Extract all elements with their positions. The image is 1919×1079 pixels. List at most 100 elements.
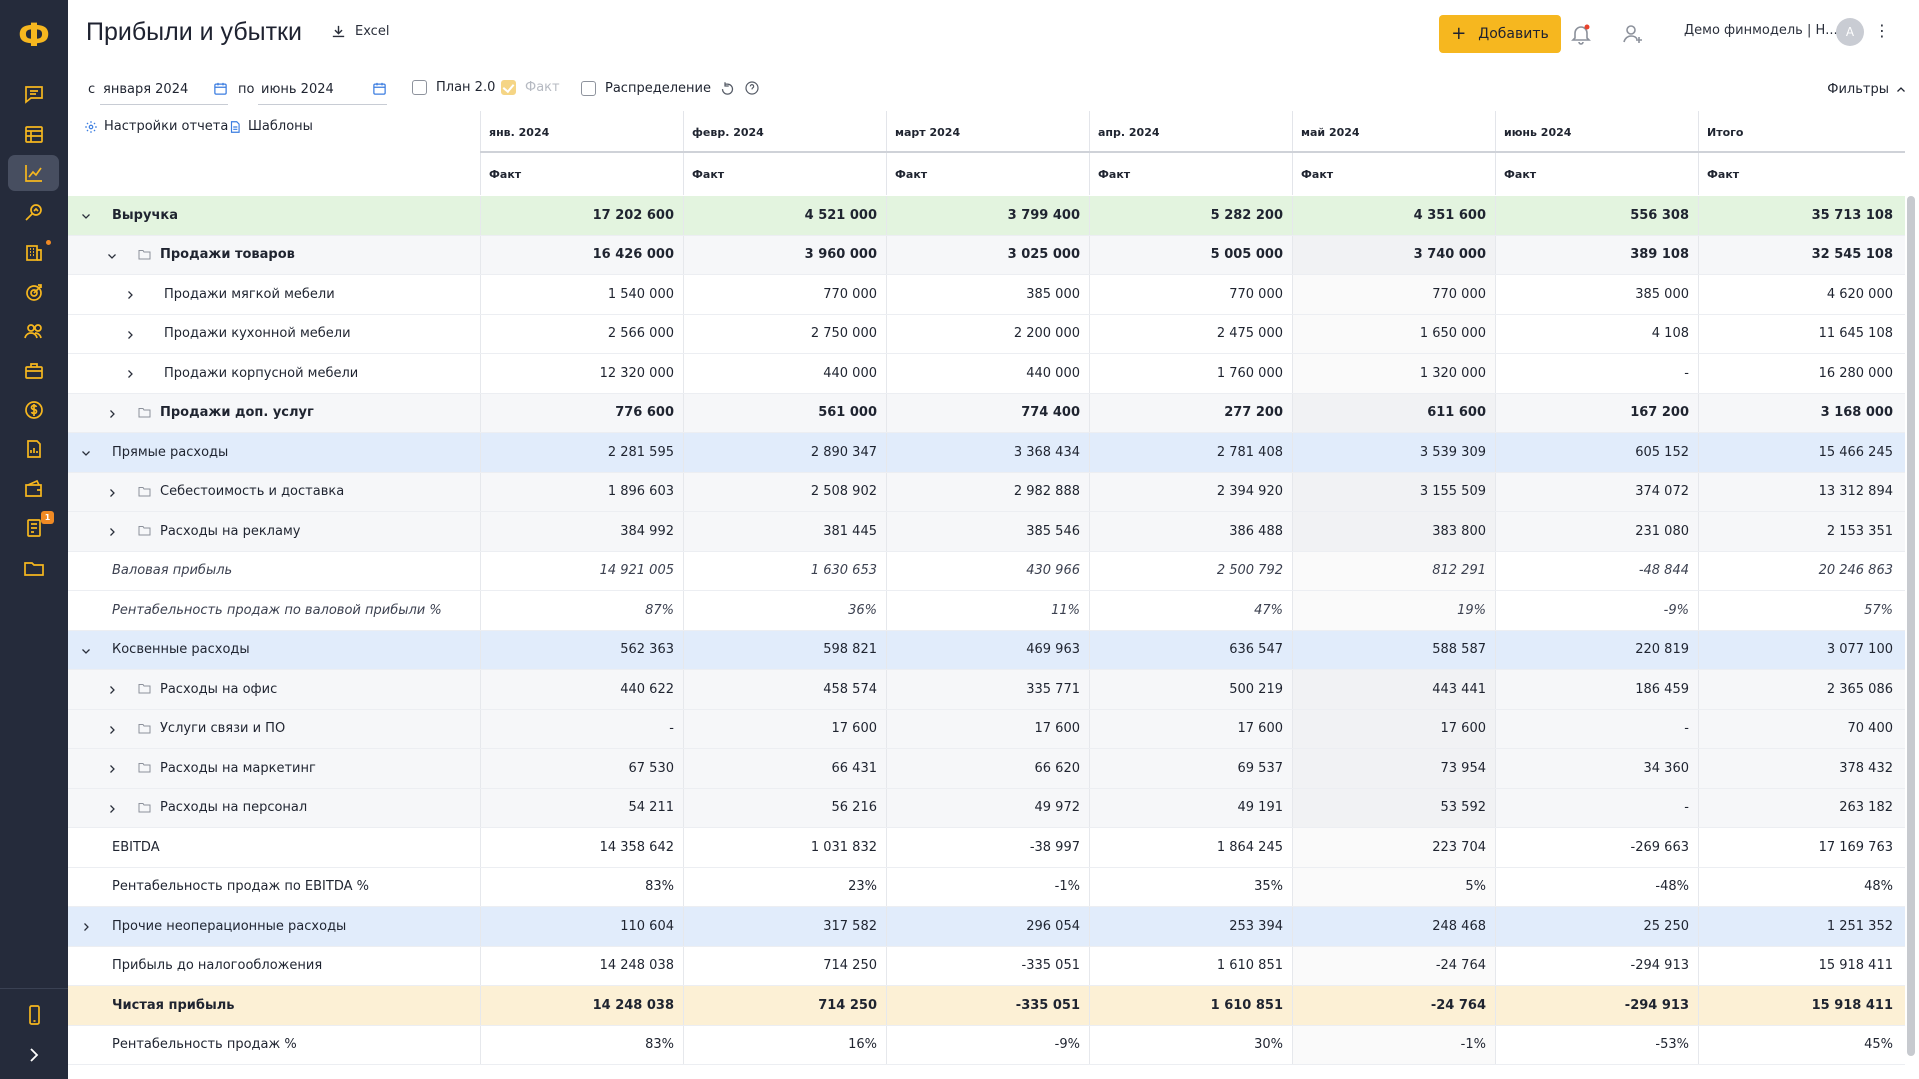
- value-cell[interactable]: 1 896 603: [480, 472, 683, 511]
- value-cell[interactable]: 3 740 000: [1292, 235, 1495, 274]
- sidebar-item-counterparties[interactable]: [8, 313, 59, 349]
- value-cell[interactable]: 1 610 851: [1089, 946, 1292, 985]
- value-cell[interactable]: -53%: [1495, 1025, 1698, 1064]
- value-cell[interactable]: 53 592: [1292, 788, 1495, 827]
- value-cell[interactable]: 3 077 100: [1698, 630, 1902, 669]
- table-row[interactable]: Расходы на рекламу 384 992 381 445 385 546 3…: [68, 512, 1905, 552]
- chevron-down-icon[interactable]: [106, 250, 118, 262]
- value-cell[interactable]: 66 431: [683, 749, 886, 788]
- value-cell[interactable]: 186 459: [1495, 670, 1698, 709]
- table-row[interactable]: Продажи мягкой мебели 1 540 000 770 000 385…: [68, 275, 1905, 315]
- value-cell[interactable]: 20 246 863: [1698, 551, 1902, 590]
- excel-export-button[interactable]: Excel: [330, 23, 389, 40]
- chevron-right-icon[interactable]: [106, 724, 118, 736]
- value-cell[interactable]: -24 764: [1292, 946, 1495, 985]
- value-cell[interactable]: -9%: [1495, 591, 1698, 630]
- value-cell[interactable]: 277 200: [1089, 393, 1292, 432]
- value-cell[interactable]: 231 080: [1495, 512, 1698, 551]
- value-cell[interactable]: 2 153 351: [1698, 512, 1902, 551]
- value-cell[interactable]: 469 963: [886, 630, 1089, 669]
- value-cell[interactable]: 19%: [1292, 591, 1495, 630]
- value-cell[interactable]: 14 358 642: [480, 828, 683, 867]
- templates-link[interactable]: Шаблоны: [228, 119, 313, 134]
- table-row[interactable]: Расходы на офис 440 622 458 574 335 771 500 …: [68, 670, 1905, 710]
- chevron-right-icon[interactable]: [106, 803, 118, 815]
- value-cell[interactable]: -294 913: [1495, 986, 1698, 1025]
- bell-icon[interactable]: [1569, 22, 1593, 46]
- value-cell[interactable]: 3 960 000: [683, 235, 886, 274]
- reset-icon[interactable]: [720, 81, 735, 96]
- value-cell[interactable]: 220 819: [1495, 630, 1698, 669]
- table-row[interactable]: Себестоимость и доставка 1 896 603 2 508 9…: [68, 472, 1905, 512]
- to-date-field[interactable]: июнь 2024: [258, 75, 387, 105]
- value-cell[interactable]: 636 547: [1089, 630, 1292, 669]
- report-settings-link[interactable]: Настройки отчета: [84, 119, 228, 134]
- value-cell[interactable]: 83%: [480, 1025, 683, 1064]
- value-cell[interactable]: 66 620: [886, 749, 1089, 788]
- table-row[interactable]: Выручка 17 202 600 4 521 000 3 799 400 5 282…: [68, 196, 1905, 236]
- help-icon[interactable]: [744, 80, 760, 96]
- chevron-right-icon[interactable]: [80, 921, 92, 933]
- sidebar-item-documents[interactable]: [8, 431, 59, 467]
- table-row[interactable]: Косвенные расходы 562 363 598 821 469 963 63…: [68, 630, 1905, 670]
- value-cell[interactable]: -1%: [886, 867, 1089, 906]
- value-cell[interactable]: 16 280 000: [1698, 354, 1902, 393]
- value-cell[interactable]: 296 054: [886, 907, 1089, 946]
- value-cell[interactable]: 5 282 200: [1089, 196, 1292, 235]
- value-cell[interactable]: 714 250: [683, 946, 886, 985]
- value-cell[interactable]: 36%: [683, 591, 886, 630]
- value-cell[interactable]: 378 432: [1698, 749, 1902, 788]
- value-cell[interactable]: 500 219: [1089, 670, 1292, 709]
- value-cell[interactable]: 1 540 000: [480, 275, 683, 314]
- value-cell[interactable]: 383 800: [1292, 512, 1495, 551]
- distribution-checkbox[interactable]: Распределение: [581, 80, 760, 96]
- value-cell[interactable]: 16%: [683, 1025, 886, 1064]
- sidebar-item-projects[interactable]: [8, 353, 59, 389]
- app-logo[interactable]: Ф: [18, 16, 50, 54]
- value-cell[interactable]: 14 248 038: [480, 986, 683, 1025]
- value-cell[interactable]: 2 781 408: [1089, 433, 1292, 472]
- value-cell[interactable]: 770 000: [1292, 275, 1495, 314]
- value-cell[interactable]: 770 000: [683, 275, 886, 314]
- value-cell[interactable]: 54 211: [480, 788, 683, 827]
- value-cell[interactable]: 774 400: [886, 393, 1089, 432]
- value-cell[interactable]: 2 750 000: [683, 314, 886, 353]
- value-cell[interactable]: 3 155 509: [1292, 472, 1495, 511]
- value-cell[interactable]: 2 394 920: [1089, 472, 1292, 511]
- sidebar-item-invoices[interactable]: 1: [8, 510, 59, 546]
- value-cell[interactable]: 73 954: [1292, 749, 1495, 788]
- value-cell[interactable]: 35%: [1089, 867, 1292, 906]
- value-cell[interactable]: 611 600: [1292, 393, 1495, 432]
- value-cell[interactable]: 2 281 595: [480, 433, 683, 472]
- value-cell[interactable]: -1%: [1292, 1025, 1495, 1064]
- sidebar-item-chat[interactable]: [8, 76, 59, 112]
- value-cell[interactable]: 3 799 400: [886, 196, 1089, 235]
- value-cell[interactable]: 385 000: [886, 275, 1089, 314]
- value-cell[interactable]: 389 108: [1495, 235, 1698, 274]
- value-cell[interactable]: 374 072: [1495, 472, 1698, 511]
- chevron-down-icon[interactable]: [80, 447, 92, 459]
- sidebar-item-wallets[interactable]: [8, 471, 59, 507]
- value-cell[interactable]: -9%: [886, 1025, 1089, 1064]
- value-cell[interactable]: 32 545 108: [1698, 235, 1902, 274]
- value-cell[interactable]: 1 650 000: [1292, 314, 1495, 353]
- value-cell[interactable]: 13 312 894: [1698, 472, 1902, 511]
- chevron-right-icon[interactable]: [106, 526, 118, 538]
- value-cell[interactable]: 1 320 000: [1292, 354, 1495, 393]
- value-cell[interactable]: 69 537: [1089, 749, 1292, 788]
- value-cell[interactable]: 385 000: [1495, 275, 1698, 314]
- value-cell[interactable]: 14 921 005: [480, 551, 683, 590]
- value-cell[interactable]: 49 191: [1089, 788, 1292, 827]
- value-cell[interactable]: 440 000: [683, 354, 886, 393]
- sidebar-item-companies[interactable]: [8, 234, 59, 270]
- value-cell[interactable]: -24 764: [1292, 986, 1495, 1025]
- value-cell[interactable]: -48%: [1495, 867, 1698, 906]
- calendar-icon[interactable]: [213, 81, 228, 96]
- value-cell[interactable]: 11%: [886, 591, 1089, 630]
- value-cell[interactable]: 16 426 000: [480, 235, 683, 274]
- value-cell[interactable]: 1 864 245: [1089, 828, 1292, 867]
- value-cell[interactable]: 17 202 600: [480, 196, 683, 235]
- value-cell[interactable]: 2 365 086: [1698, 670, 1902, 709]
- value-cell[interactable]: 17 169 763: [1698, 828, 1902, 867]
- sidebar-item-analytics[interactable]: [8, 195, 59, 231]
